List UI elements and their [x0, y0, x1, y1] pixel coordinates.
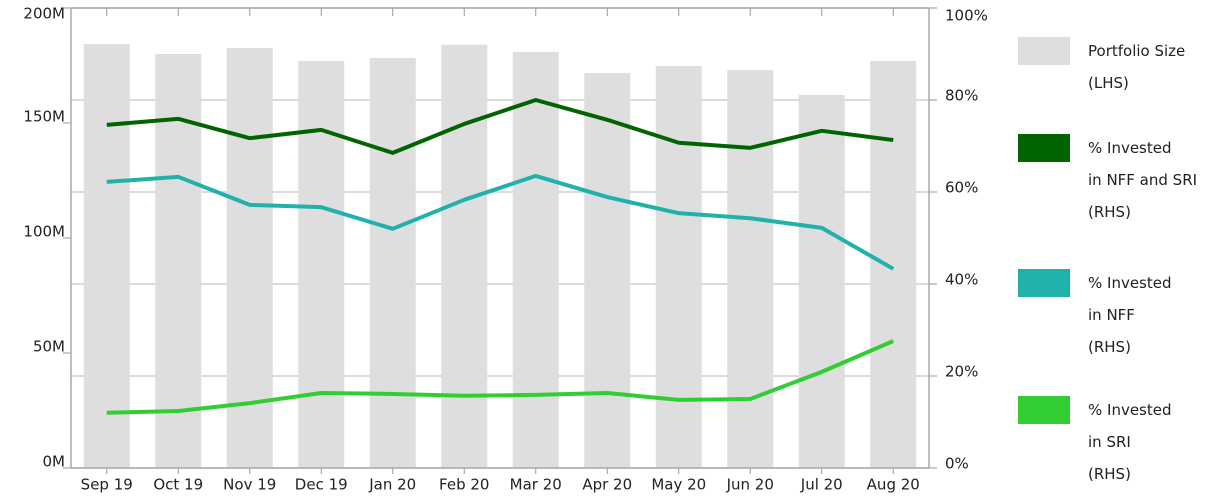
y-tick-label: 50M — [33, 338, 65, 356]
y-tick-label: 0M — [43, 453, 66, 471]
x-tick-label: Feb 20 — [439, 476, 489, 494]
bar — [655, 65, 702, 469]
x-tick-label: Jun 20 — [726, 476, 774, 494]
bar — [155, 54, 202, 468]
y2-tick-label: 80% — [945, 87, 978, 105]
x-tick-label: Nov 19 — [223, 476, 276, 494]
x-tick-label: Oct 19 — [153, 476, 203, 494]
x-tick-label: Jan 20 — [368, 476, 416, 494]
chart: 0% 20% 40% 60% 80% 100% 0M 50M 100M 150M 200M Sep 1… — [23, 5, 988, 494]
x-tick-label: Sep 19 — [81, 476, 133, 494]
legend-label: % Invested in NFF (RHS) — [1088, 274, 1172, 356]
y-tick-label: 150M — [23, 108, 65, 126]
x-tick-label: Jul 20 — [800, 476, 843, 494]
plot-border — [70, 7, 930, 469]
x-tick-label: Aug 20 — [867, 476, 920, 494]
line — [106, 173, 895, 271]
legend-label: Portfolio Size (LHS) — [1088, 42, 1186, 92]
bar — [298, 60, 345, 469]
legend-label: % Invested in SRI (RHS) — [1088, 401, 1172, 483]
legend-label: % Invested in NFF and SRI (RHS) — [1088, 139, 1198, 221]
y2-tick-label: 20% — [945, 363, 978, 381]
line — [106, 98, 894, 155]
bar — [441, 44, 488, 469]
legend-swatch — [1018, 134, 1070, 162]
y2-tick-label: 0% — [945, 455, 969, 473]
bar — [369, 57, 416, 468]
y-tick-label: 100M — [23, 223, 65, 241]
bar — [798, 94, 845, 468]
x-tick-label: May 20 — [651, 476, 706, 494]
legend-swatch — [1018, 37, 1070, 65]
bar — [226, 48, 273, 469]
x-tick-label: Apr 20 — [582, 476, 632, 494]
y-tick-label: 200M — [23, 5, 65, 23]
y2-tick-label: 40% — [945, 271, 978, 289]
bar — [512, 51, 559, 469]
x-tick-label: Mar 20 — [510, 476, 562, 494]
line — [106, 339, 895, 415]
y2-tick-label: 100% — [945, 7, 988, 25]
legend-swatch — [1018, 269, 1070, 297]
bar — [727, 70, 774, 468]
y2-tick-label: 60% — [945, 179, 978, 197]
bar — [870, 60, 917, 469]
legend-swatch — [1018, 396, 1070, 424]
bar — [83, 44, 130, 469]
x-tick-label: Dec 19 — [295, 476, 348, 494]
bar — [584, 73, 631, 468]
